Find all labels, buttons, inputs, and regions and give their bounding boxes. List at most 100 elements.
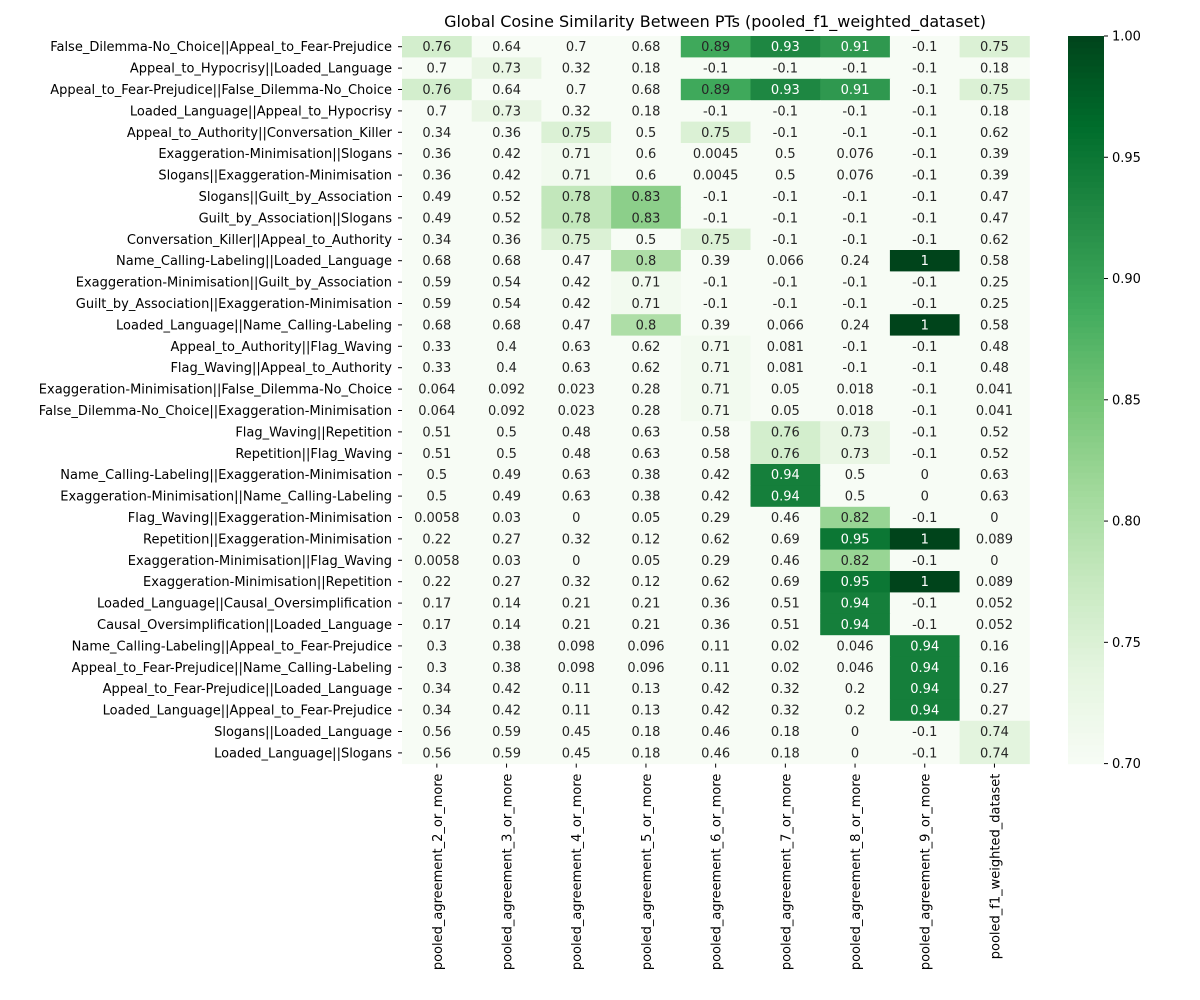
heatmap-cell xyxy=(541,357,612,379)
heatmap-cells: 0.76 0.64 0.7 0.68 0.89 0.93 0.91 -0.1 0.75 0.7 0.… xyxy=(402,36,1030,765)
row-label: Slogans||Guilt_by_Association xyxy=(199,190,392,205)
cell-value-label: 0.71 xyxy=(701,383,730,398)
cell-value-label: 0.42 xyxy=(562,276,591,291)
row-label: Slogans||Loaded_Language xyxy=(214,725,392,740)
cell-value-label: 0 xyxy=(990,511,998,526)
cell-value-label: 0.33 xyxy=(422,361,451,376)
cell-value-label: 0.93 xyxy=(771,40,800,55)
colorbar-segment xyxy=(1068,230,1104,237)
heatmap-cell xyxy=(959,549,1030,572)
heatmap-cell xyxy=(820,613,891,636)
heatmap-cell xyxy=(889,592,961,615)
cell-value-label: 0.32 xyxy=(562,104,591,119)
cell-value-label: 0.48 xyxy=(980,340,1009,355)
cell-value-label: 0.42 xyxy=(701,490,730,505)
heatmap-cell xyxy=(959,36,1030,58)
heatmap-cell xyxy=(889,485,961,508)
row-label: Appeal_to_Fear-Prejudice||Name_Calling-L… xyxy=(72,661,392,676)
cell-value-label: 0.51 xyxy=(422,425,451,440)
heatmap-cell xyxy=(471,250,542,272)
heatmap-cell xyxy=(959,57,1030,80)
cell-value-label: 0.62 xyxy=(701,532,730,547)
cell-value-label: 0.27 xyxy=(980,682,1009,697)
colorbar-segment xyxy=(1068,684,1104,692)
cell-value-label: -0.1 xyxy=(703,104,728,119)
column-label: pooled_agreement_2_or_more xyxy=(431,774,446,971)
row-label: Flag_Waving||Appeal_to_Authority xyxy=(170,361,392,376)
cell-value-label: 0.064 xyxy=(418,404,455,419)
cell-value-label: 0 xyxy=(851,725,859,740)
heatmap-cell xyxy=(680,314,751,337)
heatmap-cell xyxy=(750,36,821,58)
heatmap-cell xyxy=(611,549,682,572)
cell-value-label: 0.17 xyxy=(422,618,451,633)
colorbar-segment xyxy=(1068,551,1104,559)
cell-value-label: -0.1 xyxy=(912,190,937,205)
row-label: Loaded_Language||Appeal_to_Hypocrisy xyxy=(130,104,392,119)
cell-value-label: 0.21 xyxy=(631,618,660,633)
row-label: Appeal_to_Fear-Prejudice||False_Dilemma-… xyxy=(50,83,392,98)
colorbar-segment xyxy=(1068,308,1104,316)
row-label: False_Dilemma-No_Choice||Appeal_to_Fear-… xyxy=(50,40,392,55)
heatmap-cell xyxy=(402,571,473,593)
heatmap-cell xyxy=(959,164,1030,187)
cell-value-label: 0.092 xyxy=(488,404,525,419)
heatmap-cell xyxy=(889,57,961,80)
heatmap-cell xyxy=(541,228,612,251)
heatmap-cell xyxy=(611,464,682,486)
colorbar-segment xyxy=(1068,345,1104,352)
heatmap-cell xyxy=(889,528,961,551)
cell-value-label: -0.1 xyxy=(842,233,867,248)
colorbar-segment xyxy=(1068,363,1104,371)
colorbar-tick-label: 0.75 xyxy=(1112,636,1141,651)
heatmap-cell xyxy=(541,121,612,144)
cell-value-label: 0.0045 xyxy=(693,147,739,162)
heatmap-cell xyxy=(680,207,751,230)
cell-value-label: 0.36 xyxy=(701,618,730,633)
heatmap-cell xyxy=(680,292,751,315)
colorbar-segment xyxy=(1068,48,1104,55)
cell-value-label: 0.62 xyxy=(631,361,660,376)
heatmap-cell xyxy=(820,357,891,379)
heatmap-cell xyxy=(611,442,682,465)
row-label: Flag_Waving||Exaggeration-Minimisation xyxy=(128,511,392,526)
cell-value-label: 0.68 xyxy=(492,318,521,333)
cell-value-label: 0 xyxy=(572,554,580,569)
cell-value-label: 0.78 xyxy=(562,190,591,205)
colorbar-segment xyxy=(1068,569,1104,577)
heatmap-cell xyxy=(750,121,821,144)
heatmap-cell xyxy=(402,185,473,208)
cell-value-label: 0.066 xyxy=(767,318,804,333)
column-label: pooled_f1_weighted_dataset xyxy=(988,774,1003,960)
heatmap-cell xyxy=(959,635,1030,658)
heatmap-cell xyxy=(541,292,612,315)
heatmap-cell xyxy=(820,421,891,444)
colorbar-segment xyxy=(1068,648,1104,656)
cell-value-label: 1 xyxy=(921,254,929,269)
colorbar-segment xyxy=(1068,66,1104,73)
heatmap-cell xyxy=(750,742,821,765)
heatmap-cell xyxy=(820,164,891,187)
heatmap-cell xyxy=(402,143,473,165)
heatmap-cell xyxy=(402,250,473,272)
heatmap-cell xyxy=(889,742,961,765)
row-label: Loaded_Language||Causal_Oversimplificati… xyxy=(97,597,392,612)
heatmap-cell xyxy=(959,506,1030,529)
cell-value-label: 0.62 xyxy=(980,233,1009,248)
cell-value-label: 0 xyxy=(851,746,859,761)
heatmap-cell xyxy=(820,549,891,572)
heatmap-cell xyxy=(959,100,1030,123)
heatmap-cell xyxy=(750,207,821,230)
heatmap-cell xyxy=(541,250,612,272)
cell-value-label: -0.1 xyxy=(773,276,798,291)
row-label: Exaggeration-Minimisation||Slogans xyxy=(158,147,392,162)
cell-value-label: 0.33 xyxy=(422,340,451,355)
heatmap-cell xyxy=(750,678,821,700)
cell-value-label: 0.18 xyxy=(771,746,800,761)
heatmap-cell xyxy=(959,207,1030,230)
cell-value-label: 0.096 xyxy=(627,661,664,676)
cell-value-label: 0.7 xyxy=(427,104,448,119)
cell-value-label: 0.49 xyxy=(492,490,521,505)
colorbar-segment xyxy=(1068,466,1104,474)
colorbar-segment xyxy=(1068,709,1104,716)
